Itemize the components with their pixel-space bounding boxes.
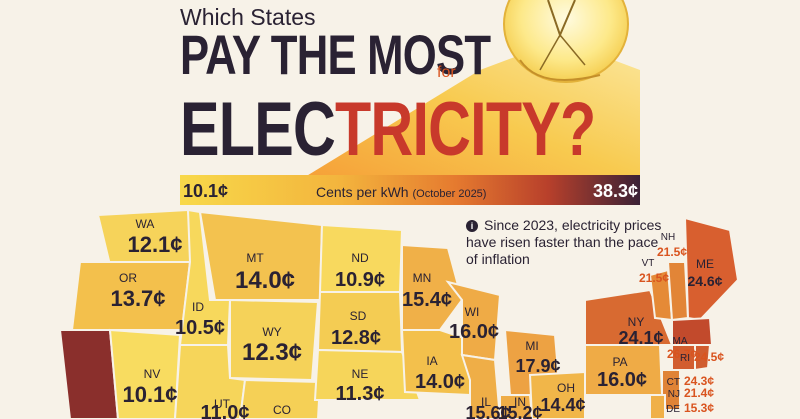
state-abbr-de: DE [666,404,680,415]
state-value-pa: 16.0¢ [597,369,647,391]
scale-caption-main: Cents per kWh [316,184,409,200]
state-ca [58,329,120,419]
state-de [649,394,666,419]
state-value-nj: 21.4¢ [684,386,714,400]
state-ma [671,316,714,346]
state-oh [528,370,586,419]
state-abbr-co: CO [273,403,291,417]
state-abbr-ia: IA [426,354,437,368]
state-abbr-ut: UT [214,397,231,411]
state-me [683,216,740,322]
state-abbr-me: ME [696,257,714,271]
scale-min-label: 10.1¢ [183,181,229,201]
title-line-2-a: ELEC [180,87,336,172]
state-value-nv: 10.1¢ [122,382,177,407]
state-value-me: 24.6¢ [687,273,722,289]
state-abbr-mi: MI [525,339,538,353]
state-value-ma: 26.7¢ [667,347,697,361]
state-ne [313,348,422,401]
state-abbr-ny: NY [628,315,645,329]
state-value-vt: 21.5¢ [639,271,669,285]
scale-caption-date: (October 2025) [412,188,487,200]
state-abbr-mn: MN [413,271,432,285]
info-icon: i [466,220,478,232]
title-line-2: ELECTRICITY? [180,86,596,173]
state-value-nh: 21.5¢ [657,245,687,259]
note-text: Since 2023, electricity prices have rise… [466,217,662,267]
state-value-id: 10.5¢ [175,317,225,339]
state-abbr-nv: NV [144,367,161,381]
state-value-il: 15.6¢ [465,403,510,419]
state-co [238,378,322,419]
scale-caption: Cents per kWh (October 2025) [316,184,486,200]
scale-max-label: 38.3¢ [593,181,639,201]
state-value-wy: 12.3¢ [242,339,302,366]
state-abbr-mt: MT [246,251,264,265]
state-abbr-ma: MA [673,336,688,347]
state-value-de: 15.3¢ [684,401,714,415]
state-value-ny: 24.1¢ [618,328,663,348]
state-wy [229,298,320,382]
state-value-oh: 14.4¢ [540,395,585,415]
title-line-1: PAY THE MOST [180,23,491,86]
state-abbr-wi: WI [465,305,480,319]
state-value-sd: 12.8¢ [331,327,381,349]
state-abbr-nj: NJ [668,389,680,400]
state-abbr-nh: NH [661,232,675,243]
state-abbr-vt: VT [642,258,655,269]
state-abbr-wy: WY [262,325,281,339]
state-value-mt: 14.0¢ [235,267,295,294]
state-abbr-wa: WA [136,217,155,231]
state-abbr-sd: SD [350,309,367,323]
state-value-ia: 14.0¢ [415,371,465,393]
state-value-in: 15.2¢ [497,403,542,419]
state-abbr-in: IN [514,395,526,409]
state-abbr-pa: PA [612,355,627,369]
state-nh [666,261,690,322]
state-value-ut: 11.0¢ [201,402,250,419]
state-abbr-il: IL [481,395,491,409]
color-scale-bar [180,175,640,205]
state-abbr-ct: CT [667,377,680,388]
state-abbr-oh: OH [557,381,575,395]
state-abbr-nd: ND [351,251,369,265]
state-value-mn: 15.4¢ [402,289,452,311]
us-map [58,208,740,419]
state-il [460,353,502,419]
state-mn [401,243,464,331]
kicker-title: Which States [180,4,316,30]
state-value-nd: 10.9¢ [335,269,385,291]
state-abbr-ri: RI [680,353,690,364]
state-value-ct: 24.3¢ [684,374,714,388]
title-line-2-b: TRICITY? [334,87,596,172]
state-ri [694,344,712,372]
title-for: for [437,64,456,81]
state-value-or: 13.7¢ [110,286,165,311]
state-in [499,394,534,419]
state-value-ri: 24.5¢ [694,350,724,364]
state-abbr-or: OR [119,271,137,285]
state-value-wa: 12.1¢ [127,232,182,257]
state-nv [108,328,182,419]
inflation-note: i Since 2023, electricity prices have ris… [466,217,666,268]
state-abbr-id: ID [192,300,204,314]
state-value-mi: 17.9¢ [515,356,560,376]
state-value-wi: 16.0¢ [449,321,499,343]
state-abbr-ne: NE [352,367,369,381]
light-bulb-icon [503,0,629,83]
state-value-ne: 11.3¢ [336,383,385,405]
